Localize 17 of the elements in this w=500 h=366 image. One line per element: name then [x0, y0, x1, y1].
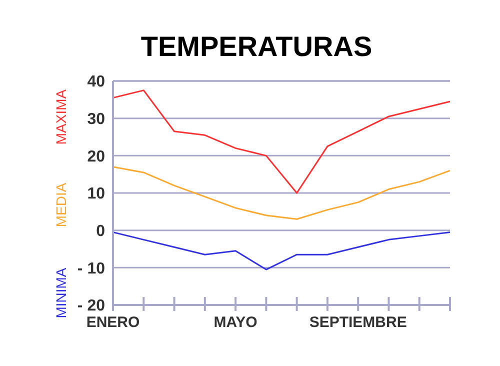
- y-tick-label: - 20: [77, 298, 106, 315]
- y-tick-label: 0: [96, 223, 106, 240]
- y-tick-label: - 10: [77, 260, 106, 278]
- y-tick-label: 40: [87, 74, 106, 91]
- line-series: [112, 90, 451, 194]
- x-tick-label: ENERO: [86, 314, 140, 331]
- y-tick-label: 20: [87, 148, 106, 166]
- text: MEDIA: [53, 182, 69, 228]
- text: MAXIMA: [53, 88, 69, 145]
- x-tick-label: MAYO: [214, 314, 258, 331]
- line-series: [112, 231, 451, 270]
- line-series: [112, 166, 451, 220]
- chart-title: TEMPERATURAS: [140, 31, 372, 62]
- y-tick-label: 10: [87, 186, 106, 203]
- x-tick-label: SEPTIEMBRE: [309, 314, 407, 331]
- text: MINIMA: [53, 267, 69, 318]
- y-tick-label: 30: [87, 111, 106, 128]
